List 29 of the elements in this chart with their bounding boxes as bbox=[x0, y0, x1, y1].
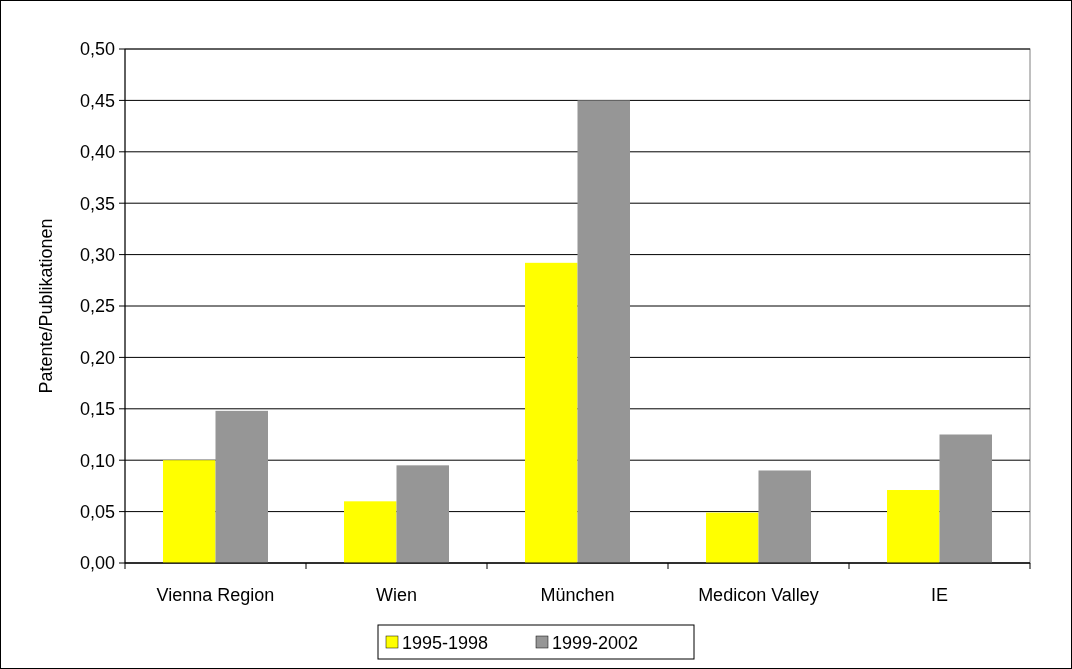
bar bbox=[396, 465, 449, 563]
y-axis-title: Patente/Publikationen bbox=[36, 218, 56, 394]
bar bbox=[163, 460, 216, 563]
legend-label: 1995-1998 bbox=[402, 633, 489, 654]
bar bbox=[577, 100, 630, 563]
y-tick-label: 0,35 bbox=[79, 193, 115, 214]
y-tick-label: 0,25 bbox=[79, 296, 115, 317]
x-tick-label: Medicon Valley bbox=[698, 585, 819, 605]
bar bbox=[758, 470, 811, 563]
y-tick-label: 0,00 bbox=[79, 553, 115, 574]
bar bbox=[344, 501, 397, 563]
y-tick-label: 0,30 bbox=[79, 244, 115, 265]
x-tick-label: Vienna Region bbox=[156, 585, 275, 605]
bar bbox=[525, 262, 578, 563]
x-tick-label: IE bbox=[930, 585, 949, 605]
x-tick-label: Wien bbox=[375, 585, 418, 605]
y-tick-label: 0,45 bbox=[79, 90, 115, 111]
y-tick-label: 0,05 bbox=[79, 501, 115, 522]
x-tick-label: München bbox=[540, 585, 615, 605]
y-tick-label: 0,40 bbox=[79, 142, 115, 163]
bar bbox=[215, 410, 268, 563]
bar bbox=[706, 512, 759, 563]
y-tick-label: 0,50 bbox=[79, 39, 115, 60]
y-tick-label: 0,15 bbox=[79, 399, 115, 420]
legend-label: 1999-2002 bbox=[552, 633, 639, 654]
y-tick-label: 0,10 bbox=[79, 450, 115, 471]
bar bbox=[887, 490, 940, 563]
bar bbox=[939, 434, 992, 563]
y-tick-label: 0,20 bbox=[79, 347, 115, 368]
